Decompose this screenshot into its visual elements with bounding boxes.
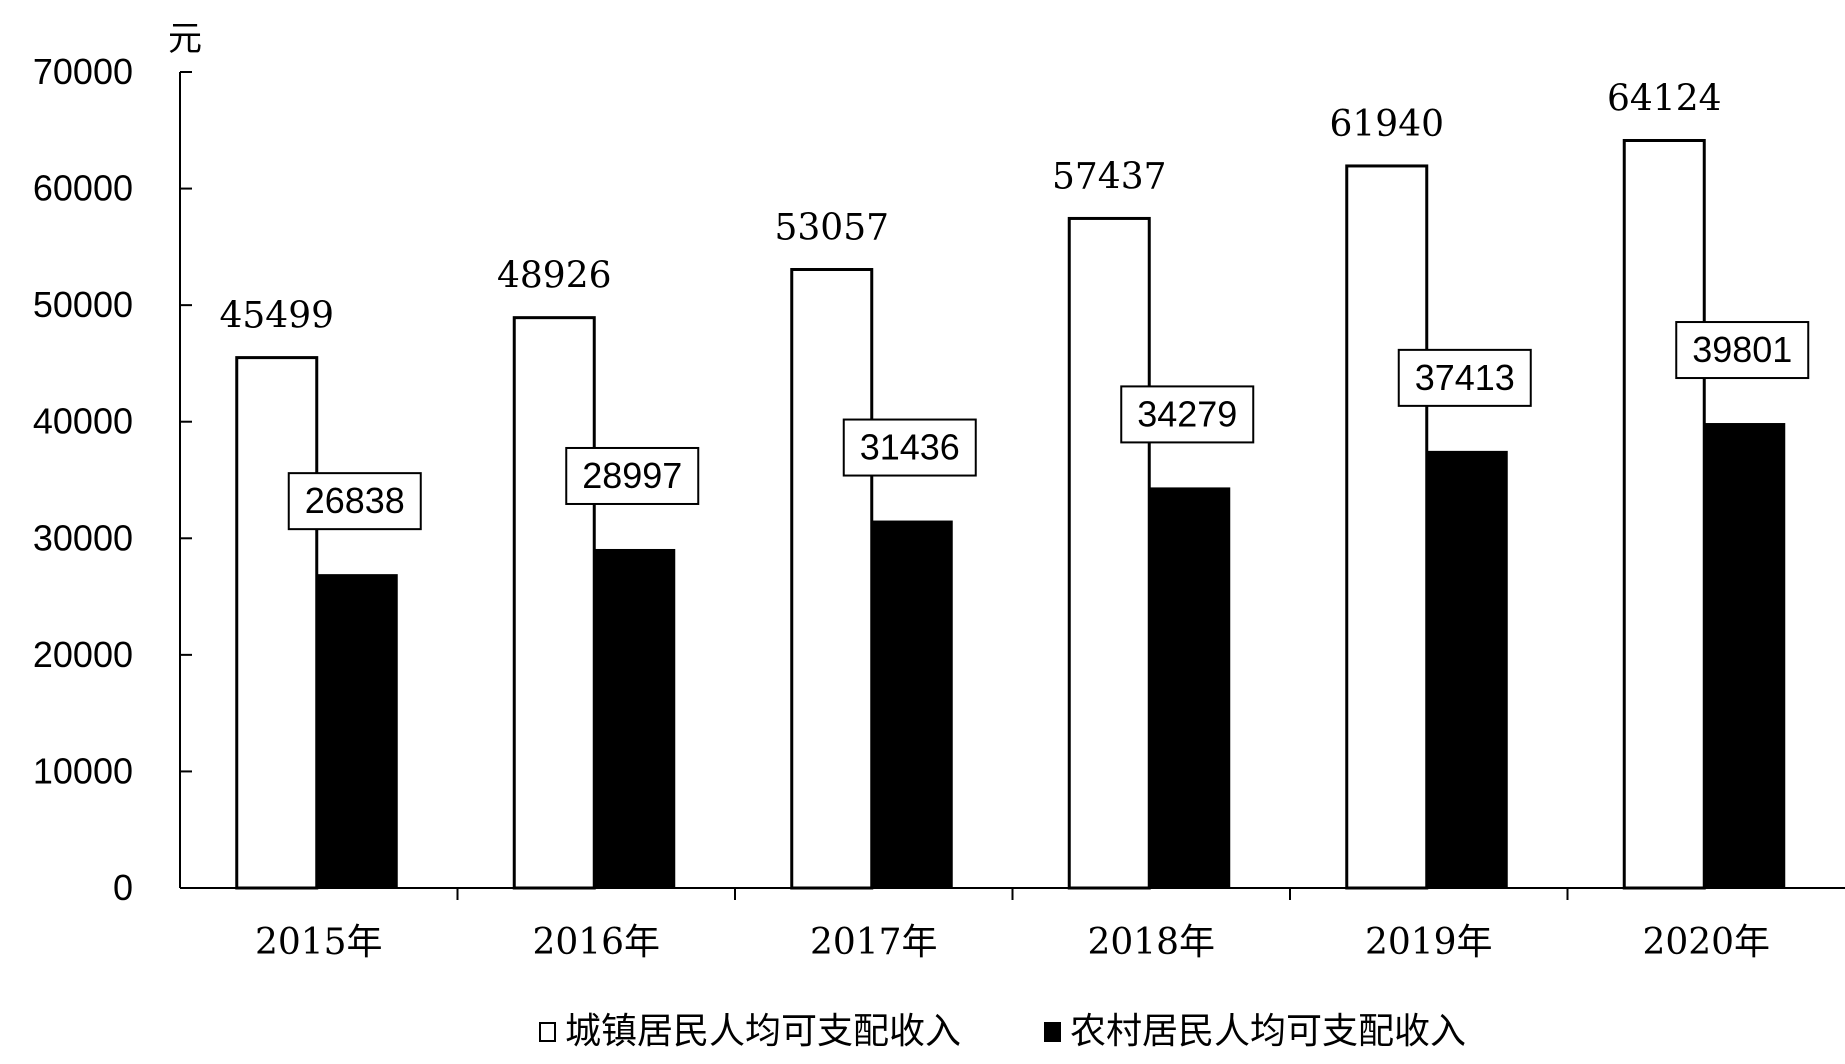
data-label-urban: 57437 — [1052, 156, 1167, 197]
legend-swatch-urban — [539, 1022, 556, 1042]
data-label-box-rural — [565, 446, 700, 505]
y-tick-label: 0 — [113, 867, 133, 908]
y-tick-label: 70000 — [33, 51, 133, 92]
y-tick-label: 10000 — [33, 750, 133, 791]
data-label-rural: 26838 — [305, 480, 405, 521]
bar-urban — [790, 268, 874, 890]
x-tick-label: 2018年 — [1087, 922, 1215, 963]
bar-rural — [1425, 450, 1508, 889]
legend: 城镇居民人均可支配收入 农村居民人均可支配收入 — [539, 1011, 1466, 1052]
bar-urban — [512, 316, 596, 890]
data-label-rural: 28997 — [582, 455, 682, 496]
x-tick-label: 2020年 — [1642, 922, 1770, 963]
y-tick-label: 60000 — [33, 168, 133, 209]
x-tick-label: 2016年 — [532, 922, 660, 963]
data-label-box-rural — [842, 418, 977, 477]
data-label-box-rural — [1120, 385, 1255, 444]
x-axis: 2015年 2016年 2017年 2018年 2019年 2020年 — [180, 887, 1845, 963]
bar-urban — [1622, 138, 1706, 890]
y-tick-label: 20000 — [33, 634, 133, 675]
bar-rural — [593, 548, 676, 890]
data-label-urban: 45499 — [219, 296, 334, 337]
bars — [235, 138, 1786, 890]
bar-rural — [870, 520, 953, 890]
data-label-rural: 34279 — [1137, 393, 1237, 434]
data-label-urban: 61940 — [1329, 104, 1444, 145]
bar-urban — [235, 356, 319, 890]
legend-label-rural: 农村居民人均可支配收入 — [1070, 1011, 1466, 1052]
data-label-box-rural — [287, 472, 422, 531]
y-axis-unit-label: 元 — [168, 19, 202, 59]
data-label-rural: 31436 — [860, 427, 960, 468]
y-axis: 0 10000 20000 30000 40000 50000 60000 70000 — [33, 51, 192, 908]
bar-rural — [1148, 487, 1231, 889]
data-labels: 45499 26838 48926 28997 53057 31436 57437 34279… — [219, 78, 1810, 531]
y-tick-label: 30000 — [33, 517, 133, 558]
data-label-urban: 48926 — [497, 256, 612, 297]
data-label-box-rural — [1675, 321, 1810, 380]
y-tick-label: 40000 — [33, 401, 133, 442]
legend-swatch-rural — [1044, 1022, 1061, 1042]
bar-rural — [315, 574, 398, 890]
bar-rural — [1703, 423, 1786, 889]
data-label-urban: 53057 — [774, 208, 889, 249]
x-tick-label: 2017年 — [810, 922, 938, 963]
x-tick-label: 2019年 — [1365, 922, 1493, 963]
data-label-rural: 37413 — [1415, 357, 1515, 398]
bar-urban — [1067, 216, 1151, 890]
legend-label-urban: 城镇居民人均可支配收入 — [565, 1011, 961, 1052]
data-label-box-rural — [1397, 348, 1532, 407]
bar-urban — [1345, 164, 1429, 890]
data-label-rural: 39801 — [1692, 329, 1792, 370]
y-tick-label: 50000 — [33, 284, 133, 325]
data-label-urban: 64124 — [1607, 78, 1722, 119]
x-tick-label: 2015年 — [255, 922, 383, 963]
